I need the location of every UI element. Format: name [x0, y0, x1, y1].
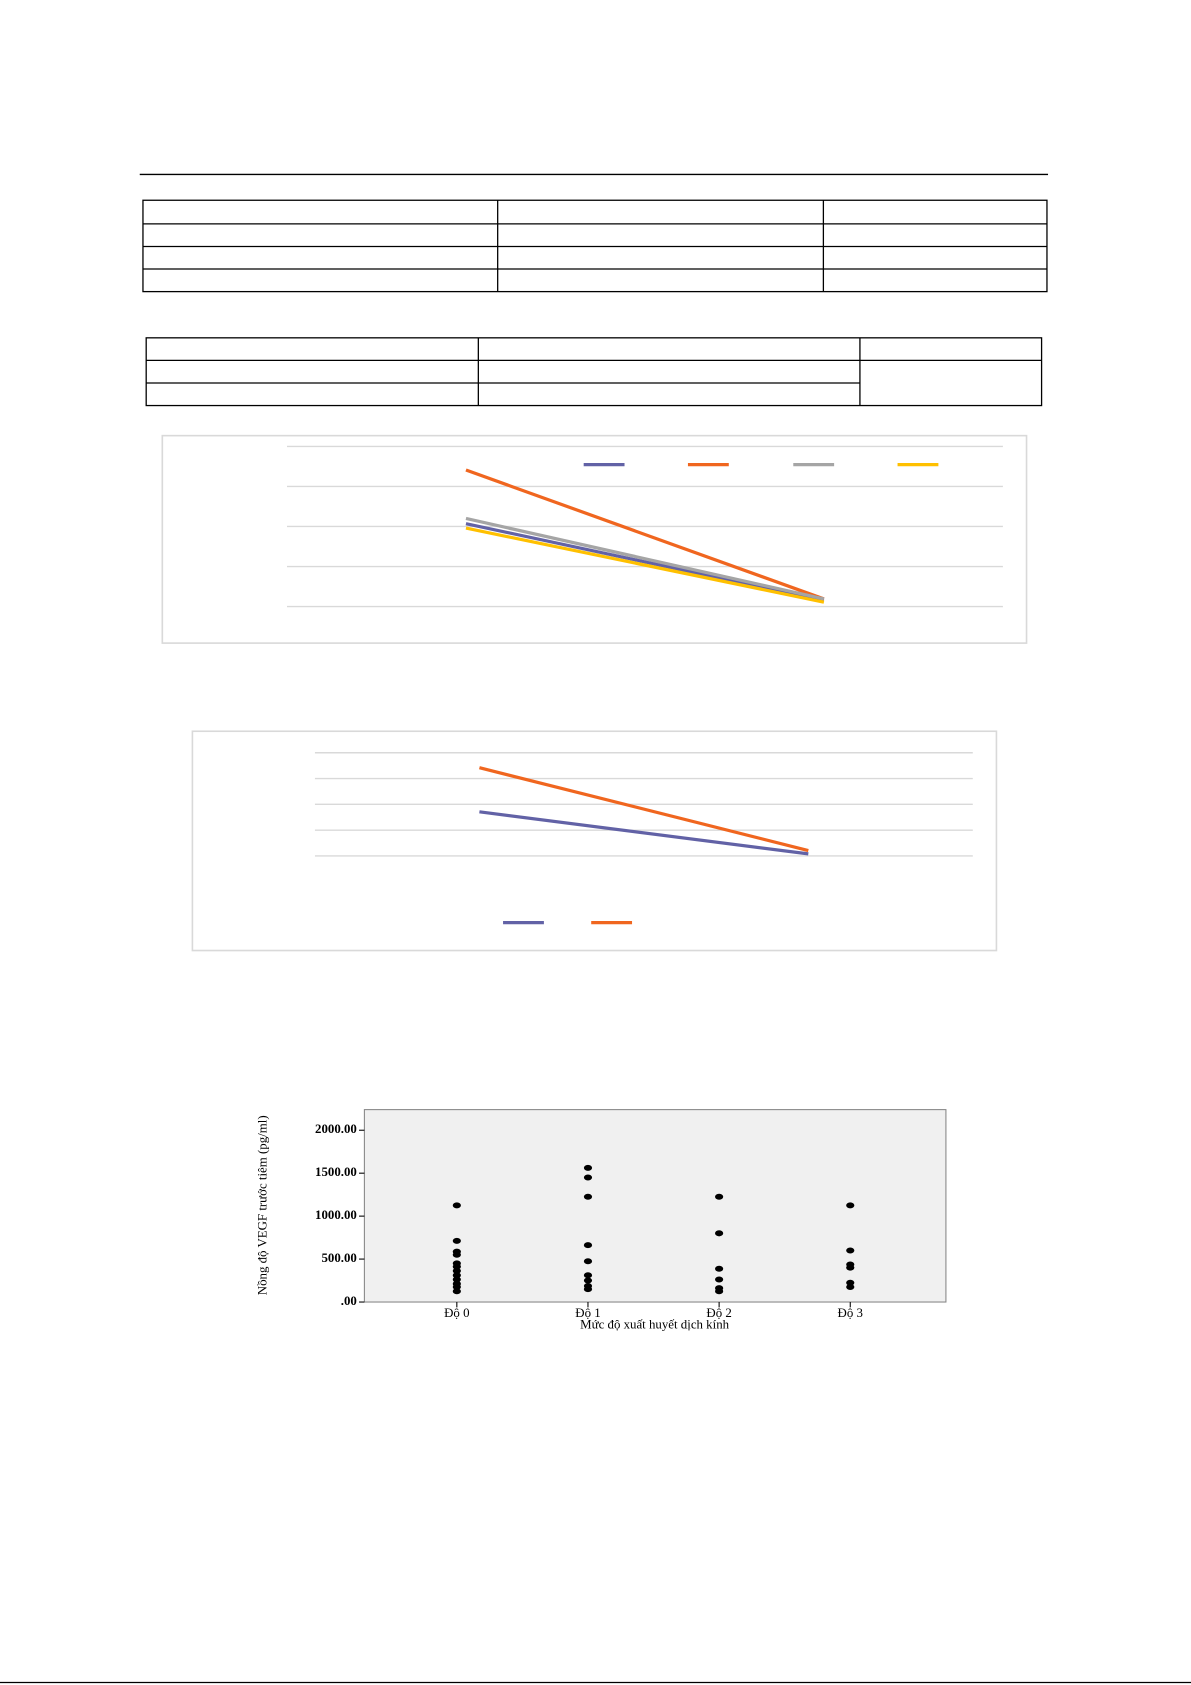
series-line [465, 522, 825, 602]
point [583, 1193, 593, 1200]
point [583, 1272, 593, 1279]
table-border [145, 337, 1043, 407]
x-tick-label: Độ 0 [444, 1306, 469, 1320]
y-tick-label: 2000.00 [315, 1122, 357, 1136]
point [715, 1276, 724, 1283]
point [452, 1276, 461, 1283]
point [846, 1202, 855, 1209]
point [715, 1288, 724, 1295]
point [452, 1237, 461, 1244]
point [452, 1272, 461, 1279]
plot-area [363, 1109, 947, 1303]
table-2 [145, 337, 1043, 407]
point [452, 1267, 461, 1274]
point [583, 1277, 593, 1284]
point [715, 1265, 724, 1272]
point [583, 1242, 593, 1249]
x-tick-label: Độ 2 [706, 1306, 731, 1320]
point [846, 1279, 855, 1286]
y-tick-label: 1500.00 [315, 1165, 357, 1179]
chart-frame [191, 730, 998, 952]
point [583, 1174, 593, 1181]
point [452, 1288, 461, 1295]
point [452, 1251, 461, 1258]
x-axis-title: Mức độ xuất huyết dịch kính [580, 1318, 729, 1332]
point [715, 1193, 724, 1200]
point [452, 1202, 461, 1209]
point [452, 1283, 461, 1291]
series-line [465, 468, 825, 601]
table-1 [142, 199, 1048, 293]
series-line [479, 766, 809, 853]
point [583, 1164, 593, 1171]
y-tick-label: 1000.00 [315, 1208, 357, 1222]
y-axis-title: Nồng độ VEGF trước tiêm (pg/ml) [255, 1115, 269, 1295]
x-tick-label: Độ 3 [838, 1306, 863, 1320]
point [846, 1264, 855, 1271]
point [583, 1286, 593, 1293]
series-line [465, 526, 825, 604]
series-line [465, 516, 825, 601]
y-tick-label: 500.00 [321, 1251, 356, 1265]
x-tick-label: Độ 1 [575, 1306, 600, 1320]
point [583, 1258, 593, 1265]
point [846, 1283, 855, 1291]
point [846, 1247, 855, 1254]
y-tick-label: .00 [341, 1294, 357, 1308]
series-line [479, 810, 809, 856]
point [715, 1230, 724, 1237]
point [452, 1263, 461, 1270]
